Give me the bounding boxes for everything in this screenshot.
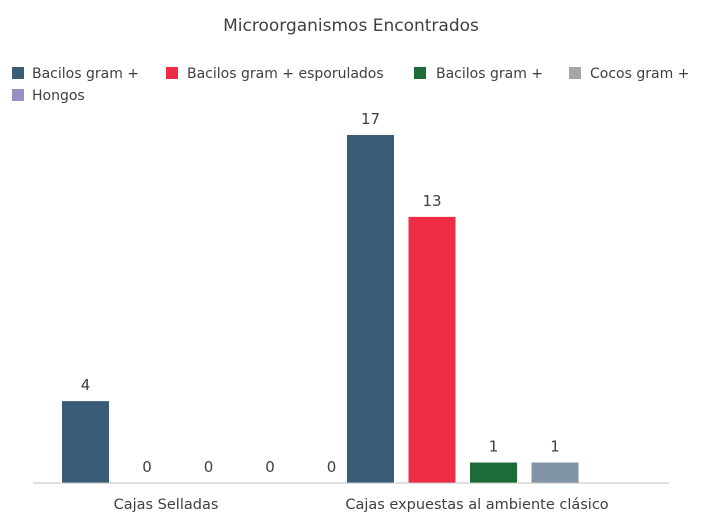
legend-swatch [414, 67, 426, 79]
legend-label: Bacilos gram + [436, 66, 543, 82]
legend-item: Bacilos gram + [414, 66, 543, 82]
legend-label: Hongos [32, 88, 85, 104]
legend-swatch [166, 67, 178, 79]
category-label: Cajas Selladas [114, 497, 219, 513]
bar-value-label: 1 [489, 438, 499, 456]
bar [347, 135, 394, 483]
legend-label: Cocos gram + [590, 66, 689, 82]
bar-value-label: 0 [265, 458, 275, 476]
bar-value-label: 1 [550, 438, 560, 456]
legend-item: Cocos gram + [569, 66, 689, 82]
legend-item: Bacilos gram + esporulados [166, 66, 384, 82]
bar-value-label: 13 [422, 192, 441, 210]
legend-swatch [12, 67, 24, 79]
bar [470, 462, 517, 483]
legend-label: Bacilos gram + esporulados [187, 66, 384, 82]
legend-label: Bacilos gram + [32, 66, 139, 82]
bars-group [62, 135, 579, 483]
chart-title: Microorganismos Encontrados [223, 16, 479, 36]
data-labels-group: 4 0 0 0 0 17 13 1 1 [81, 110, 560, 476]
bar-value-label: 0 [204, 458, 214, 476]
legend-swatch [12, 89, 24, 101]
bar-value-label: 4 [81, 376, 91, 394]
legend-item: Bacilos gram + [12, 66, 139, 82]
bar [408, 216, 456, 483]
bar-value-label: 0 [142, 458, 152, 476]
legend-item: Hongos [12, 88, 85, 104]
bar-value-label: 17 [361, 110, 380, 128]
bar [531, 462, 579, 483]
legend: Bacilos gram + Bacilos gram + esporulado… [12, 66, 689, 104]
bar [62, 401, 109, 483]
bar-value-label: 0 [327, 458, 337, 476]
category-label: Cajas expuestas al ambiente clásico [345, 497, 608, 513]
legend-swatch [569, 67, 581, 79]
